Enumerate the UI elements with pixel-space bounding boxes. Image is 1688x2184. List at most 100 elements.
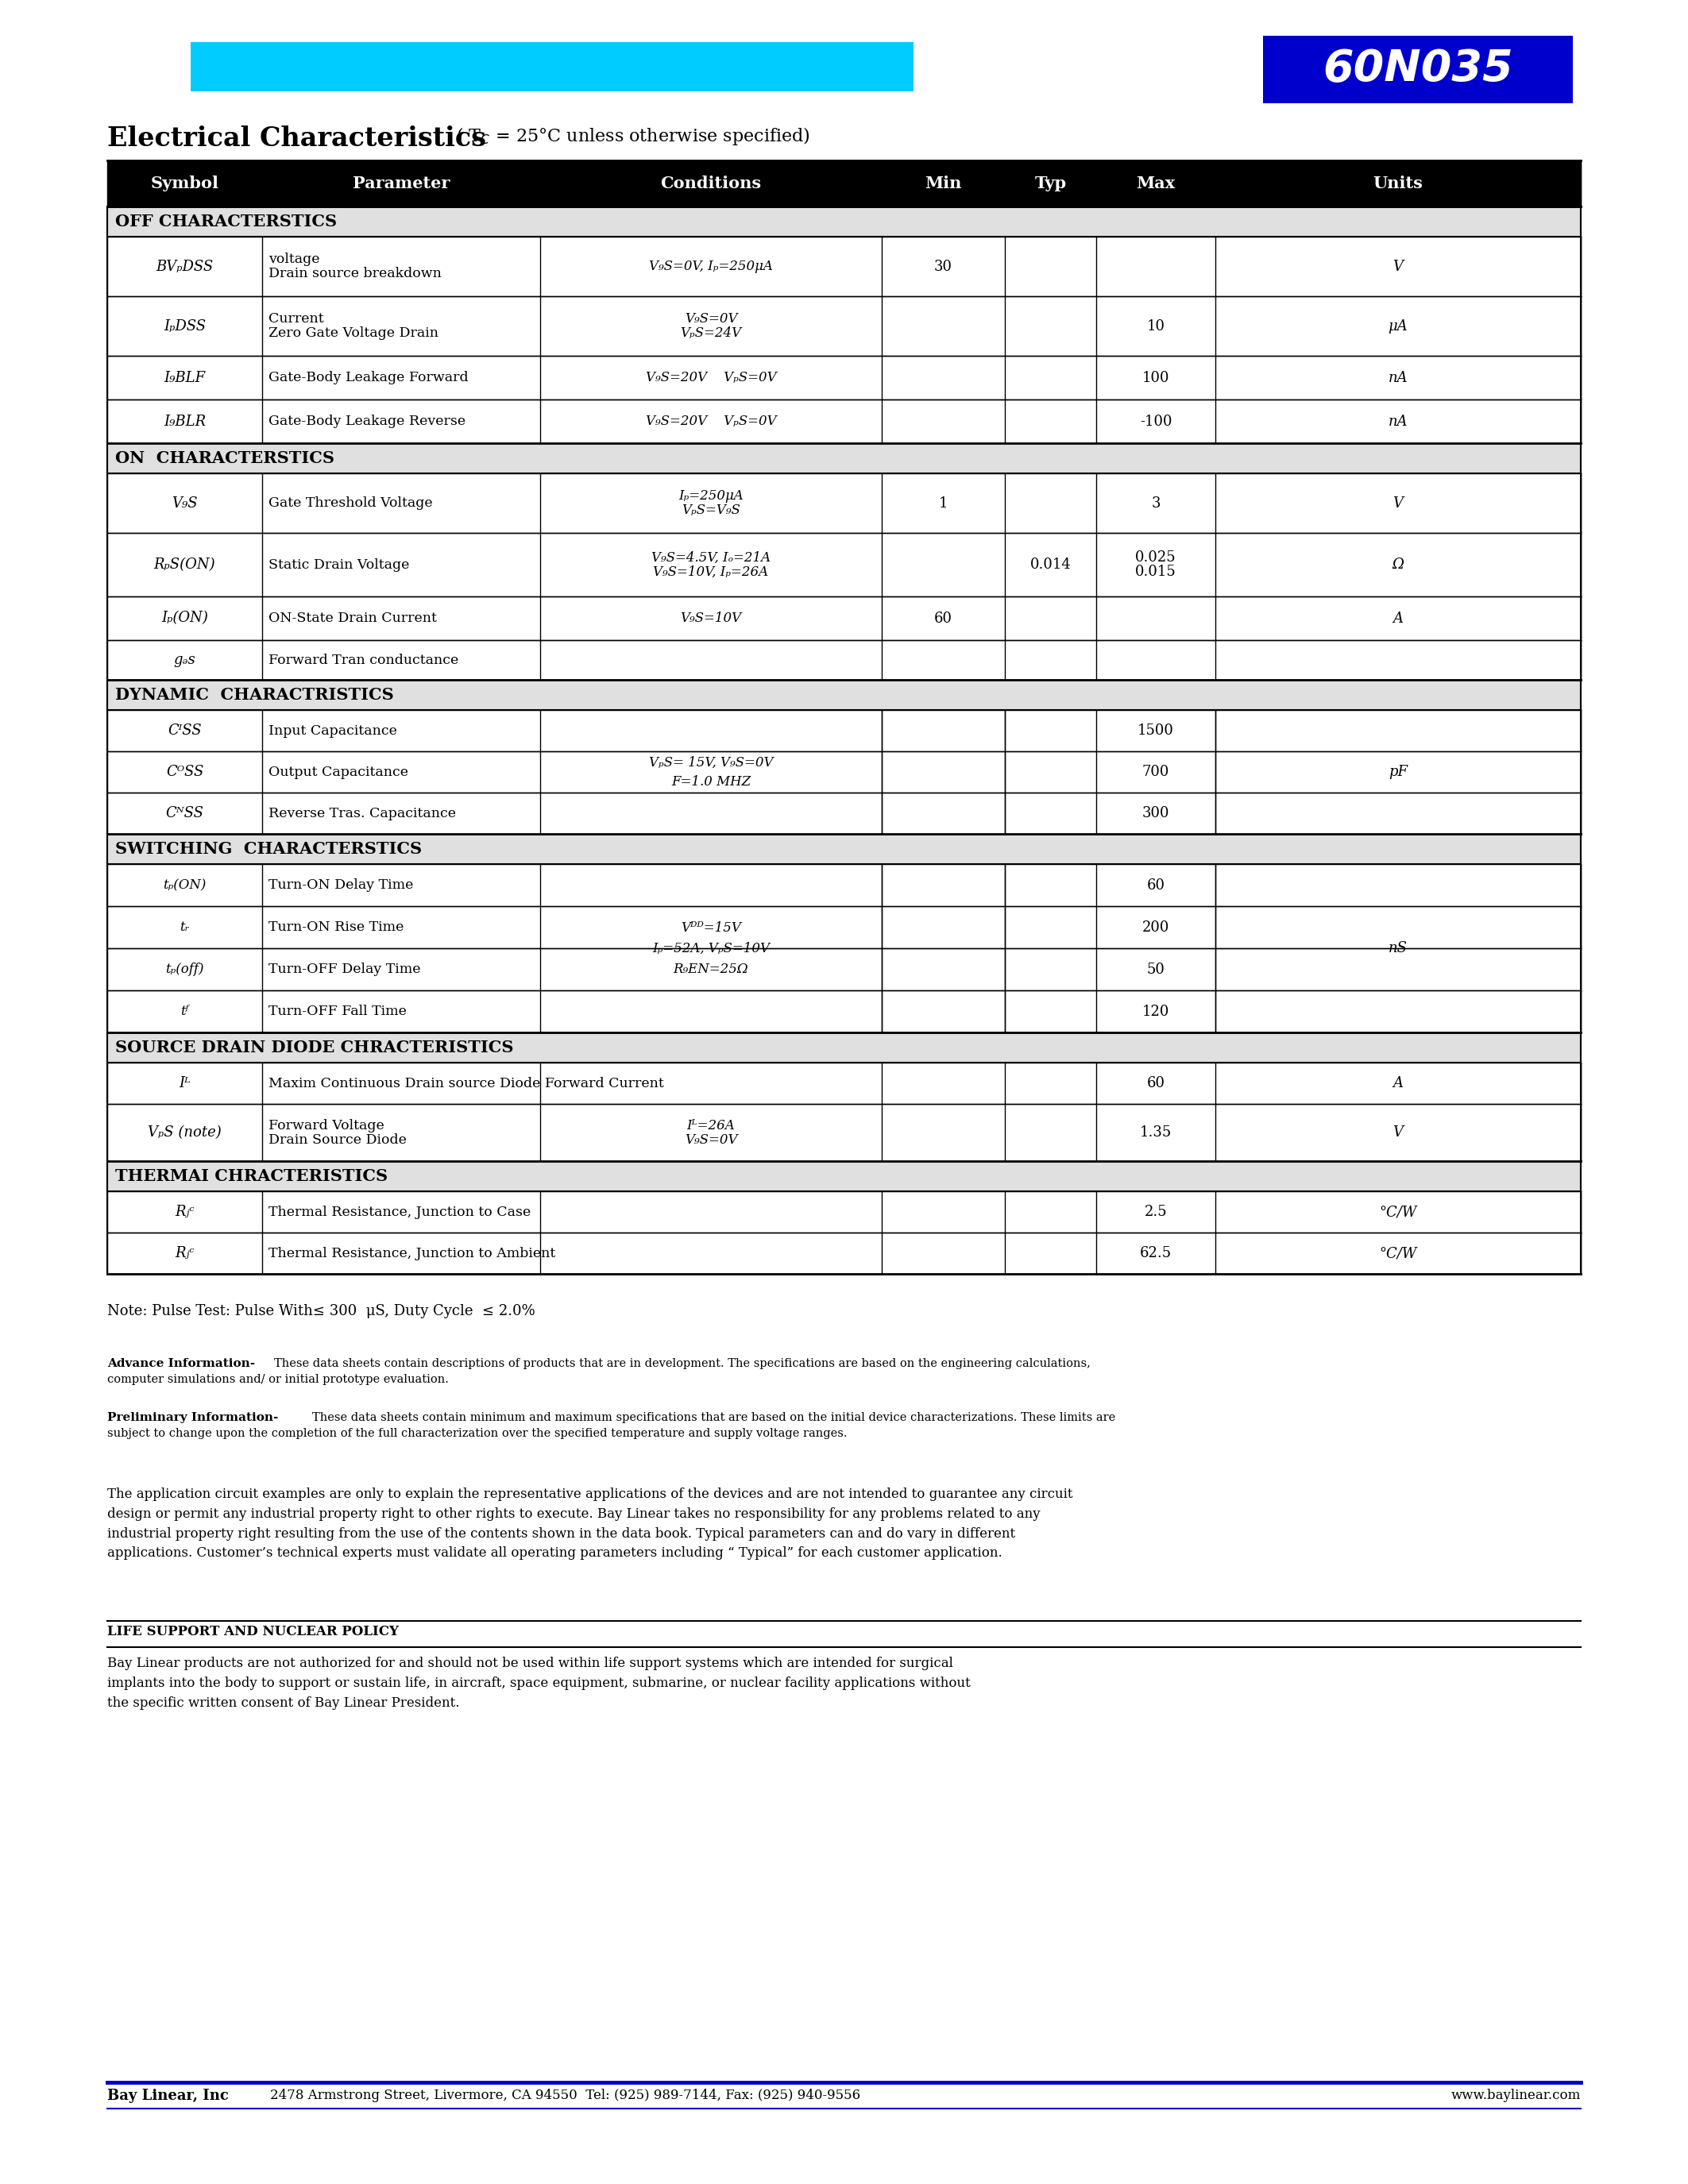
Text: RₚS(ON): RₚS(ON) — [154, 557, 216, 572]
Text: 60: 60 — [933, 612, 952, 625]
Text: OFF CHARACTERSTICS: OFF CHARACTERSTICS — [115, 214, 338, 229]
Bar — [1263, 35, 1573, 103]
Text: tₚ(off): tₚ(off) — [165, 963, 204, 976]
Text: computer simulations and/ or initial prototype evaluation.: computer simulations and/ or initial pro… — [108, 1374, 449, 1385]
Text: Gate-Body Leakage Forward: Gate-Body Leakage Forward — [268, 371, 468, 384]
Text: The application circuit examples are only to explain the representative applicat: The application circuit examples are onl… — [108, 1487, 1074, 1559]
Text: Ω: Ω — [1393, 557, 1404, 572]
Text: THERMAI CHRACTERISTICS: THERMAI CHRACTERISTICS — [115, 1168, 388, 1184]
Text: Forward Voltage: Forward Voltage — [268, 1118, 385, 1131]
Text: tₚ(ON): tₚ(ON) — [164, 878, 206, 891]
Text: Reverse Tras. Capacitance: Reverse Tras. Capacitance — [268, 806, 456, 819]
Text: Rⱼᶜ: Rⱼᶜ — [176, 1247, 194, 1260]
Text: Input Capacitance: Input Capacitance — [268, 723, 397, 738]
Text: V₉S=0V: V₉S=0V — [685, 312, 738, 325]
Text: 120: 120 — [1143, 1005, 1170, 1018]
Text: 60: 60 — [1146, 878, 1165, 893]
Bar — [108, 1033, 1580, 1064]
Text: Turn-OFF Delay Time: Turn-OFF Delay Time — [268, 963, 420, 976]
Text: Current: Current — [268, 312, 324, 325]
Text: -100: -100 — [1139, 415, 1171, 428]
Text: Iₚ(ON): Iₚ(ON) — [162, 612, 208, 625]
Text: 0.025: 0.025 — [1136, 550, 1177, 566]
Text: A: A — [1393, 1077, 1403, 1090]
Text: ON  CHARACTERSTICS: ON CHARACTERSTICS — [115, 450, 334, 465]
Text: I₉BLR: I₉BLR — [164, 415, 206, 428]
Text: Static Drain Voltage: Static Drain Voltage — [268, 557, 410, 572]
Text: Vᴰᴰ=15V: Vᴰᴰ=15V — [680, 922, 741, 935]
Text: tᶠ: tᶠ — [181, 1005, 189, 1018]
Text: Units: Units — [1372, 175, 1423, 192]
Text: nS: nS — [1389, 941, 1408, 954]
Text: V₉S: V₉S — [172, 496, 197, 511]
Text: A: A — [1393, 612, 1403, 625]
Bar — [191, 41, 913, 92]
Text: Max: Max — [1136, 175, 1175, 192]
Text: Maxim Continuous Drain source Diode Forward Current: Maxim Continuous Drain source Diode Forw… — [268, 1077, 663, 1090]
Text: 300: 300 — [1143, 806, 1170, 821]
Text: BVₚDSS: BVₚDSS — [155, 260, 213, 273]
Text: DYNAMIC  CHARACTRISTICS: DYNAMIC CHARACTRISTICS — [115, 688, 393, 703]
Text: V₉S=10V, Iₚ=26A: V₉S=10V, Iₚ=26A — [653, 566, 768, 579]
Bar — [108, 1162, 1580, 1190]
Text: nA: nA — [1388, 371, 1408, 384]
Text: Turn-ON Rise Time: Turn-ON Rise Time — [268, 919, 403, 935]
Text: nA: nA — [1388, 415, 1408, 428]
Text: CᴺSS: CᴺSS — [165, 806, 204, 821]
Text: 50: 50 — [1146, 963, 1165, 976]
Text: LIFE SUPPORT AND NUCLEAR POLICY: LIFE SUPPORT AND NUCLEAR POLICY — [108, 1625, 398, 1638]
Text: F=1.0 MHZ: F=1.0 MHZ — [672, 775, 751, 788]
Bar — [108, 207, 1580, 236]
Text: VₚS (note): VₚS (note) — [149, 1125, 221, 1140]
Text: These data sheets contain minimum and maximum specifications that are based on t: These data sheets contain minimum and ma… — [312, 1413, 1116, 1424]
Text: 200: 200 — [1143, 919, 1170, 935]
Text: Typ: Typ — [1035, 175, 1067, 192]
Text: 0.014: 0.014 — [1030, 557, 1072, 572]
Text: SOURCE DRAIN DIODE CHRACTERISTICS: SOURCE DRAIN DIODE CHRACTERISTICS — [115, 1040, 513, 1055]
Text: 30: 30 — [933, 260, 952, 273]
Text: 10: 10 — [1146, 319, 1165, 334]
Text: Conditions: Conditions — [660, 175, 761, 192]
Bar — [108, 443, 1580, 474]
Bar — [108, 679, 1580, 710]
Text: voltage: voltage — [268, 253, 319, 266]
Text: R₉EN=25Ω: R₉EN=25Ω — [674, 963, 748, 976]
Text: Iᴸ: Iᴸ — [179, 1077, 191, 1090]
Text: Iₚ=250μA: Iₚ=250μA — [679, 489, 743, 502]
Text: Bay Linear, Inc: Bay Linear, Inc — [108, 2088, 228, 2103]
Text: VₚS=24V: VₚS=24V — [680, 325, 741, 341]
Text: subject to change upon the completion of the full characterization over the spec: subject to change upon the completion of… — [108, 1428, 847, 1439]
Text: Note: Pulse Test: Pulse With≤ 300  μS, Duty Cycle  ≤ 2.0%: Note: Pulse Test: Pulse With≤ 300 μS, Du… — [108, 1304, 535, 1319]
Text: tᵣ: tᵣ — [179, 919, 189, 935]
Text: Electrical Characteristics: Electrical Characteristics — [108, 124, 486, 151]
Text: Gate Threshold Voltage: Gate Threshold Voltage — [268, 496, 432, 509]
Text: 700: 700 — [1143, 764, 1170, 780]
Text: 3: 3 — [1151, 496, 1160, 511]
Text: 1500: 1500 — [1138, 723, 1175, 738]
Text: Drain source breakdown: Drain source breakdown — [268, 266, 442, 280]
Text: Parameter: Parameter — [353, 175, 449, 192]
Text: 1: 1 — [939, 496, 949, 511]
Text: Forward Tran conductance: Forward Tran conductance — [268, 653, 459, 666]
Text: V: V — [1393, 1125, 1403, 1140]
Text: pF: pF — [1389, 764, 1408, 780]
Text: SWITCHING  CHARACTERSTICS: SWITCHING CHARACTERSTICS — [115, 841, 422, 856]
Text: Symbol: Symbol — [150, 175, 219, 192]
Text: These data sheets contain descriptions of products that are in development. The : These data sheets contain descriptions o… — [273, 1358, 1090, 1369]
Text: 0.015: 0.015 — [1136, 566, 1177, 579]
Text: Min: Min — [925, 175, 962, 192]
Text: Thermal Resistance, Junction to Case: Thermal Resistance, Junction to Case — [268, 1206, 530, 1219]
Text: Drain Source Diode: Drain Source Diode — [268, 1133, 407, 1147]
Text: Turn-OFF Fall Time: Turn-OFF Fall Time — [268, 1005, 407, 1018]
Text: μA: μA — [1388, 319, 1408, 334]
Text: VₚS= 15V, V₉S=0V: VₚS= 15V, V₉S=0V — [648, 756, 773, 769]
Text: V: V — [1393, 496, 1403, 511]
Text: Bay Linear products are not authorized for and should not be used within life su: Bay Linear products are not authorized f… — [108, 1658, 971, 1710]
Text: Preliminary Information-: Preliminary Information- — [108, 1413, 279, 1424]
Text: Rⱼᶜ: Rⱼᶜ — [176, 1206, 194, 1219]
Text: V₉S=20V    VₚS=0V: V₉S=20V VₚS=0V — [645, 371, 776, 384]
Text: 2.5: 2.5 — [1144, 1206, 1166, 1219]
Text: V₉S=0V: V₉S=0V — [685, 1133, 738, 1147]
Text: Advance Information-: Advance Information- — [108, 1358, 255, 1369]
Text: °C/W: °C/W — [1379, 1206, 1416, 1219]
